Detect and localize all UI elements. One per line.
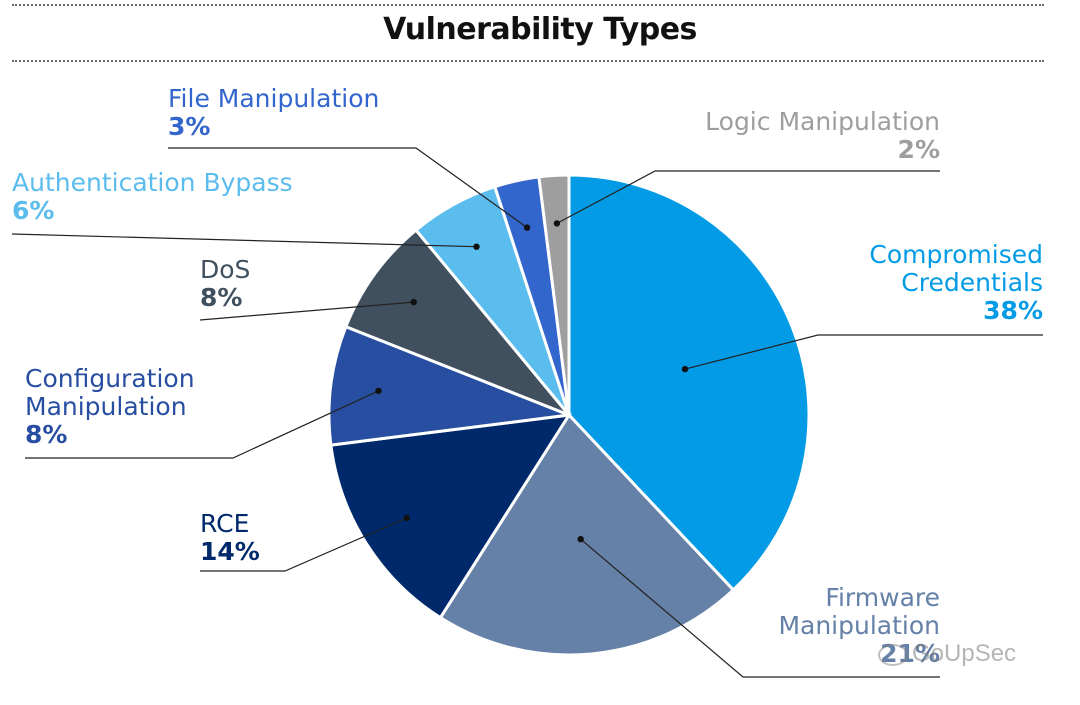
label-name-configuration-manipulation: Configuration: [25, 364, 195, 393]
label-name-configuration-manipulation: Manipulation: [25, 392, 187, 421]
leader-dot-file-manipulation: [523, 224, 531, 231]
leader-dot-rce: [403, 514, 411, 522]
slice-rce: [329, 413, 572, 620]
label-name-firmware-manipulation: Firmware: [825, 583, 940, 612]
label-value-dos: 8%: [200, 283, 242, 312]
label-value-authentication-bypass: 6%: [12, 196, 54, 225]
title-divider: [12, 60, 1044, 62]
label-value-compromised-credentials: 38%: [983, 296, 1043, 325]
watermark: GoUpSec: [878, 640, 1016, 668]
leader-line-authentication-bypass: [11, 233, 477, 248]
label-value-file-manipulation: 3%: [168, 112, 210, 141]
label-name-logic-manipulation: Logic Manipulation: [705, 107, 940, 136]
label-value-rce: 14%: [200, 537, 260, 566]
label-name-dos: DoS: [200, 255, 250, 284]
slice-firmware-manipulation: [438, 412, 736, 657]
top-divider: [12, 4, 1044, 6]
leader-lines: [11, 147, 1043, 678]
slice-compromised-credentials: [567, 173, 811, 593]
wechat-icon: [878, 643, 908, 666]
pie-slices: [327, 173, 811, 657]
leader-line-firmware-manipulation: [580, 538, 940, 678]
leader-line-logic-manipulation: [556, 170, 940, 224]
leader-dot-authentication-bypass: [473, 243, 480, 250]
label-name-firmware-manipulation: Manipulation: [778, 611, 940, 640]
label-value-configuration-manipulation: 8%: [25, 420, 67, 449]
leader-line-file-manipulation: [168, 147, 528, 229]
label-name-rce: RCE: [200, 509, 249, 538]
leader-dot-logic-manipulation: [553, 220, 561, 227]
slice-configuration-manipulation: [327, 324, 570, 447]
slice-labels: CompromisedCredentials38%FirmwareManipul…: [12, 84, 1043, 668]
label-name-file-manipulation: File Manipulation: [168, 84, 379, 113]
leader-line-rce: [200, 517, 408, 572]
chart-title: Vulnerability Types: [383, 12, 697, 47]
leader-line-dos: [199, 301, 414, 321]
label-name-compromised-credentials: Credentials: [901, 268, 1043, 297]
slice-dos: [343, 227, 571, 417]
leader-dot-configuration-manipulation: [375, 387, 382, 395]
leader-line-compromised-credentials: [684, 334, 1043, 370]
watermark-text: GoUpSec: [912, 640, 1017, 667]
leader-dot-compromised-credentials: [681, 365, 689, 373]
slice-logic-manipulation: [537, 173, 571, 416]
leader-dot-dos: [410, 298, 417, 306]
label-value-logic-manipulation: 2%: [898, 135, 940, 164]
leader-line-configuration-manipulation: [25, 390, 379, 459]
label-name-authentication-bypass: Authentication Bypass: [12, 168, 293, 197]
label-name-compromised-credentials: Compromised: [869, 240, 1043, 269]
leader-dot-firmware-manipulation: [577, 536, 584, 543]
